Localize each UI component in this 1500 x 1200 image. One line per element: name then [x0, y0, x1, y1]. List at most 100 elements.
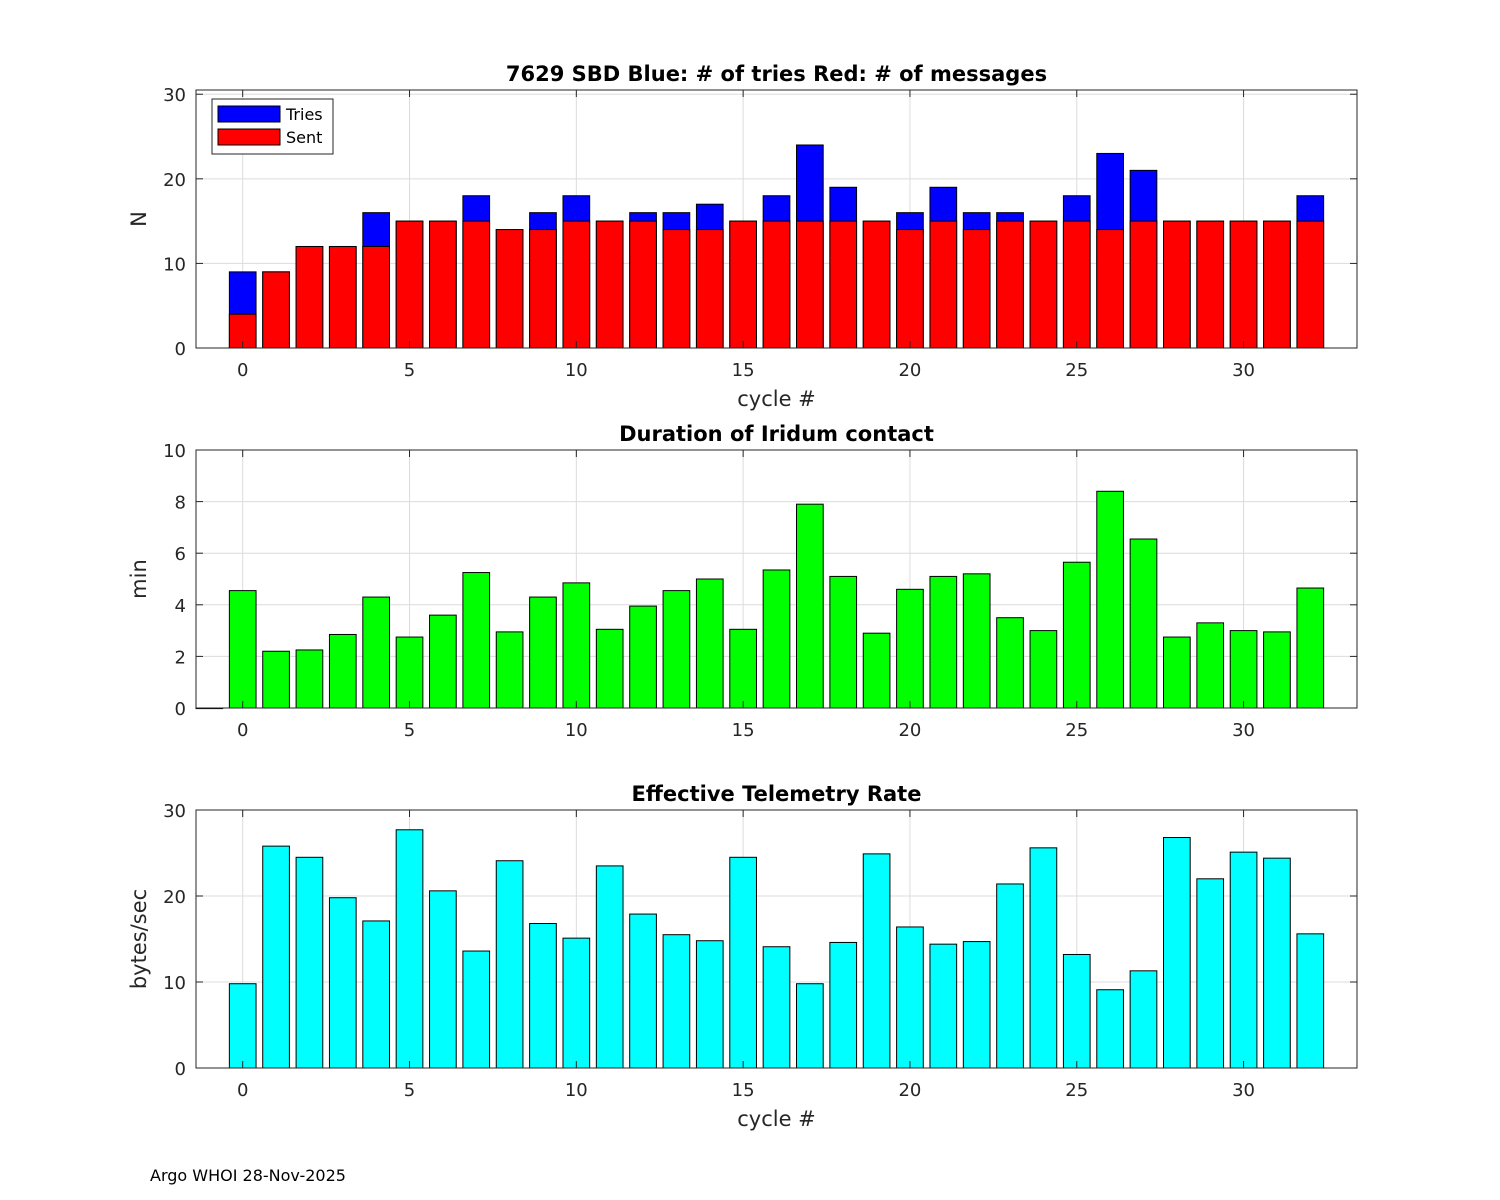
bar-sent-30 — [1229, 220, 1258, 349]
y-tick-label: 10 — [163, 973, 186, 994]
bar-duration-24 — [1029, 630, 1058, 709]
bar-sent-11 — [595, 220, 624, 349]
y-tick-label: 10 — [163, 254, 186, 275]
bar-sent-21 — [929, 220, 958, 349]
bar-sent-12 — [629, 220, 657, 349]
x-tick-label: 25 — [1065, 1080, 1088, 1101]
bar-rate-4 — [362, 920, 390, 1069]
bar-sent-32 — [1296, 220, 1325, 349]
y-tick-label: 2 — [175, 647, 186, 668]
x-tick-label: 30 — [1232, 1080, 1255, 1101]
bar-duration-4 — [362, 596, 390, 709]
bar-duration-27 — [1129, 538, 1158, 709]
bar-sent-4 — [362, 245, 390, 349]
bar-sent-13 — [662, 229, 691, 349]
bar-rate-22 — [962, 941, 991, 1069]
x-axis-label: cycle # — [737, 387, 816, 411]
bar-sent-26 — [1096, 229, 1124, 349]
bar-rate-5 — [395, 829, 424, 1069]
chart-title: Duration of Iridum contact — [619, 422, 934, 446]
bar-sent-24 — [1029, 220, 1058, 349]
x-tick-label: 0 — [237, 1080, 248, 1101]
y-tick-label: 10 — [163, 441, 186, 462]
bar-rate-7 — [462, 950, 491, 1069]
chart-panel-3: 0 5 10 15 20 25 30 0 10 20 30 Effective Telemetry R… — [127, 782, 1358, 1131]
bar-rate-24 — [1029, 847, 1058, 1069]
bar-rate-1 — [262, 845, 290, 1069]
bar-rate-12 — [629, 913, 657, 1069]
x-tick-label: 20 — [898, 1080, 921, 1101]
bar-duration-17 — [796, 503, 824, 709]
bar-rate-3 — [328, 897, 357, 1069]
bar-sent-31 — [1263, 220, 1291, 349]
bar-sent-7 — [462, 220, 491, 349]
bar-sent-5 — [395, 220, 424, 349]
bar-duration-23 — [996, 617, 1024, 709]
bar-rate-17 — [796, 983, 824, 1069]
y-axis-label: N — [127, 211, 151, 227]
bar-rate-15 — [729, 856, 757, 1069]
bar-sent-22 — [962, 229, 991, 349]
bar-rate-0 — [228, 983, 257, 1069]
bar-duration-21 — [929, 575, 958, 709]
bar-duration-22 — [962, 573, 991, 709]
y-tick-label: 8 — [175, 493, 186, 514]
bar-rate-27 — [1129, 970, 1158, 1069]
bar-rate-18 — [829, 941, 858, 1069]
bar-duration-12 — [629, 605, 657, 709]
bar-duration-0 — [228, 590, 257, 709]
x-tick-label: 30 — [1232, 360, 1255, 381]
bar-sent-6 — [429, 220, 457, 349]
x-tick-label: 5 — [404, 1080, 415, 1101]
bar-sent-29 — [1196, 220, 1225, 349]
x-tick-label: 15 — [732, 360, 755, 381]
legend-swatch-sent — [217, 128, 281, 146]
bar-duration-28 — [1163, 636, 1191, 709]
bar-duration-31 — [1263, 631, 1291, 709]
bar-sent-28 — [1163, 220, 1191, 349]
bar-rate-6 — [429, 890, 457, 1069]
y-axis-label: bytes/sec — [127, 889, 151, 989]
bar-rate-14 — [695, 940, 724, 1069]
bar-sent-25 — [1062, 220, 1091, 349]
bar-rate-23 — [996, 883, 1024, 1069]
chart-title: 7629 SBD Blue: # of tries Red: # of mess… — [506, 62, 1047, 86]
axes-box — [195, 809, 1358, 1069]
bar-sent-18 — [829, 220, 858, 349]
bar-rate-13 — [662, 934, 691, 1069]
x-tick-label: 15 — [732, 1080, 755, 1101]
y-tick-label: 0 — [175, 339, 186, 360]
axes-box — [195, 449, 1358, 709]
x-tick-label: 0 — [237, 360, 248, 381]
y-tick-label: 4 — [175, 596, 186, 617]
x-tick-label: 25 — [1065, 720, 1088, 741]
bar-sent-9 — [529, 229, 557, 349]
legend: Tries Sent — [211, 98, 334, 155]
bar-sent-27 — [1129, 220, 1158, 349]
bar-duration-18 — [829, 575, 858, 709]
y-tick-label: 6 — [175, 544, 186, 565]
bar-rate-29 — [1196, 878, 1225, 1069]
bar-duration-7 — [462, 572, 491, 709]
bar-rate-25 — [1062, 953, 1091, 1069]
bar-rate-11 — [595, 865, 624, 1069]
x-tick-label: 25 — [1065, 360, 1088, 381]
y-tick-label: 20 — [163, 887, 186, 908]
bar-rate-2 — [295, 856, 324, 1069]
bar-rate-28 — [1163, 837, 1191, 1069]
bar-duration-30 — [1229, 630, 1258, 709]
bar-sent-1 — [262, 271, 290, 349]
bar-duration-29 — [1196, 622, 1225, 709]
bar-duration-13 — [662, 590, 691, 709]
bar-sent-8 — [495, 229, 524, 349]
bar-duration-5 — [395, 636, 424, 709]
bar-duration-2 — [295, 649, 324, 709]
bar-sent-15 — [729, 220, 757, 349]
bar-duration-6 — [429, 614, 457, 709]
bar-rate-8 — [495, 860, 524, 1069]
x-tick-label: 10 — [565, 360, 588, 381]
bar-sent-19 — [862, 220, 891, 349]
bar-duration-19 — [862, 632, 891, 709]
bar-duration-14 — [695, 578, 724, 709]
y-tick-label: 30 — [163, 801, 186, 822]
